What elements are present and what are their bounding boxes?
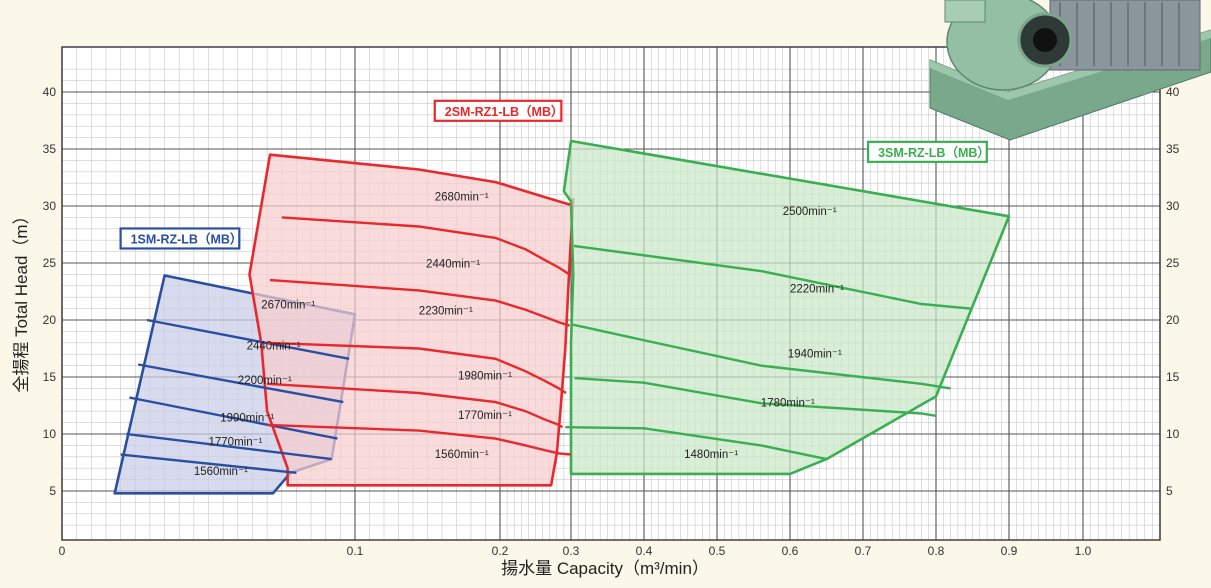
x-tick-label: 0.6 (782, 544, 799, 558)
x-tick-label: 0.3 (563, 544, 580, 558)
speed-labels: 2670min⁻¹ 2440min⁻¹ 2200min⁻¹ 1990min⁻¹ 1770… (194, 191, 844, 478)
speed-label: 2670min⁻¹ (261, 300, 315, 312)
speed-curve (267, 382, 564, 429)
legend-label: 2SM-RZ1-LB（MB） (445, 104, 564, 119)
y-tick-label-right: 30 (1166, 199, 1180, 213)
y-tick-label-left: 20 (43, 313, 57, 327)
y-tick-label-right: 35 (1166, 142, 1180, 156)
speed-label: 1780min⁻¹ (761, 398, 815, 410)
speed-curve (126, 432, 332, 461)
speed-label: 2500min⁻¹ (783, 206, 837, 218)
axes: 0 0.1 0.2 0.3 0.4 0.5 0.6 0.7 0.8 0.9 1.0 5 5 10 10 15 1… (12, 46, 1180, 578)
x-tick-label: 0.1 (347, 544, 364, 558)
speed-label: 2680min⁻¹ (435, 191, 489, 203)
x-tick-label: 0.4 (636, 544, 653, 558)
x-tick-label: 0.5 (709, 544, 726, 558)
legend-box (867, 140, 988, 163)
legend-box (433, 99, 563, 122)
speed-label: 1560min⁻¹ (435, 449, 489, 461)
x-tick-label: 0.8 (928, 544, 945, 558)
x-tick-label: 1.0 (1075, 544, 1092, 558)
speed-curve (574, 376, 937, 417)
y-tick-label-left: 25 (43, 256, 57, 270)
speed-label: 2440min⁻¹ (247, 341, 301, 353)
speed-curve (281, 216, 572, 277)
speed-curve (269, 278, 570, 327)
pump-inlet (944, 0, 986, 23)
y-tick-label-right: 10 (1166, 427, 1180, 441)
speed-curve (137, 363, 344, 404)
y-tick-label-left: 40 (43, 85, 57, 99)
speed-curve (120, 453, 297, 474)
speed-curve (573, 244, 971, 310)
y-tick-label-left: 10 (43, 427, 57, 441)
legend-label: 3SM-RZ-LB（MB） (878, 145, 990, 160)
y-tick-label-right: 40 (1166, 85, 1180, 99)
operating-area-2 (248, 153, 575, 487)
pump-motor (1049, 0, 1201, 71)
legend-label: 1SM-RZ-LB（MB） (131, 231, 243, 246)
plot-frame (61, 46, 1161, 541)
y-axis-title: 全揚程 Total Head（m） (12, 207, 31, 392)
y-tick-label-right: 25 (1166, 256, 1180, 270)
speed-curve (129, 396, 338, 440)
speed-label: 1480min⁻¹ (684, 449, 738, 461)
speed-curve (146, 318, 350, 360)
y-tick-label-left: 30 (43, 199, 57, 213)
speed-label: 1990min⁻¹ (220, 412, 274, 424)
y-tick-label-right: 15 (1166, 370, 1180, 384)
y-tick-label-right: 20 (1166, 313, 1180, 327)
speed-label: 2200min⁻¹ (238, 375, 292, 387)
x-axis-title: 揚水量 Capacity（m³/min） (501, 559, 709, 578)
speed-curve (565, 426, 827, 461)
series-legends: 1SM-RZ-LB（MB） 2SM-RZ1-LB（MB） 3SM-RZ-LB（MB） (119, 99, 990, 250)
legend-box (119, 227, 241, 250)
speed-label: 2220min⁻¹ (790, 284, 844, 296)
x-tick-label: 0.2 (492, 544, 509, 558)
y-tick-label-left: 15 (43, 370, 57, 384)
x-tick-label: 0.9 (1001, 544, 1018, 558)
speed-curve (572, 323, 951, 390)
y-tick-label-left: 5 (49, 484, 56, 498)
speed-label: 2440min⁻¹ (426, 259, 480, 271)
speed-label: 2230min⁻¹ (419, 305, 473, 317)
pump-photo (929, 0, 1211, 141)
speed-curves (120, 216, 971, 474)
x-tick-label: 0.7 (855, 544, 872, 558)
y-tick-label-left: 35 (43, 142, 57, 156)
pump-outlet-core (1033, 28, 1057, 52)
speed-curve (267, 341, 567, 395)
operating-area-3 (562, 139, 1011, 476)
speed-label: 1940min⁻¹ (788, 349, 842, 361)
speed-label: 1560min⁻¹ (194, 466, 248, 478)
y-tick-label-right: 5 (1166, 484, 1173, 498)
speed-curve (267, 423, 572, 456)
speed-label: 1770min⁻¹ (209, 436, 263, 448)
speed-label: 1770min⁻¹ (458, 410, 512, 422)
speed-label: 1980min⁻¹ (458, 370, 512, 382)
x-tick-label: 0 (59, 544, 66, 558)
